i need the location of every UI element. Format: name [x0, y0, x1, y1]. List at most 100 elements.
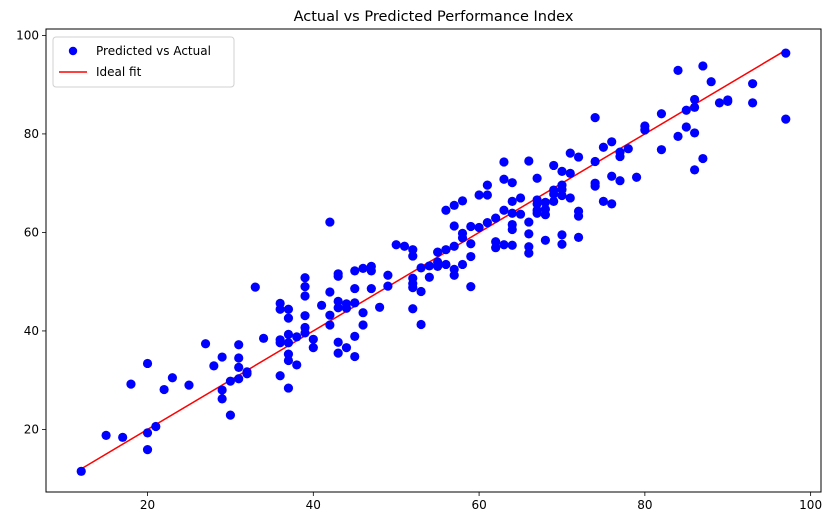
data-point	[317, 300, 327, 310]
data-point	[532, 199, 542, 209]
data-point	[358, 320, 368, 330]
data-point	[333, 296, 343, 306]
data-point	[408, 245, 418, 255]
data-point	[615, 176, 625, 186]
data-point	[292, 332, 302, 342]
data-point	[275, 338, 285, 348]
data-point	[698, 153, 708, 164]
data-point	[573, 211, 584, 221]
data-point	[234, 353, 244, 363]
data-point	[341, 343, 352, 353]
data-point	[590, 113, 600, 123]
data-point	[118, 432, 128, 442]
data-point	[391, 240, 401, 250]
data-point	[590, 181, 600, 191]
data-point	[540, 197, 550, 207]
data-point	[524, 156, 534, 166]
data-point	[499, 174, 509, 184]
data-point	[308, 343, 318, 353]
data-point	[350, 283, 360, 294]
x-axis: 20 40 60 80 100	[140, 492, 822, 512]
data-point	[225, 376, 236, 386]
data-point	[292, 360, 302, 370]
data-point	[441, 259, 451, 270]
data-point	[416, 286, 426, 297]
data-point	[607, 171, 617, 181]
data-point	[457, 196, 468, 206]
data-point	[325, 217, 335, 227]
plot-frame	[45, 28, 822, 493]
data-point	[399, 241, 410, 251]
data-point	[275, 371, 285, 381]
data-point	[557, 239, 567, 249]
data-point	[217, 385, 227, 395]
data-point	[333, 303, 343, 313]
data-point	[557, 190, 567, 201]
y-tick-label: 40	[24, 324, 39, 338]
data-point	[283, 349, 294, 359]
data-point	[350, 331, 360, 341]
legend-marker-scatter	[68, 46, 78, 56]
data-point	[549, 185, 559, 195]
data-point	[142, 358, 153, 369]
data-point	[325, 310, 335, 320]
chart-title: Actual vs Predicted Performance Index	[294, 9, 574, 25]
data-point	[283, 313, 294, 323]
data-point	[424, 272, 434, 282]
data-point	[350, 298, 360, 308]
legend-label-scatter: Predicted vs Actual	[96, 44, 211, 58]
data-point	[482, 180, 492, 190]
data-point	[325, 320, 335, 330]
data-point	[706, 77, 716, 87]
data-point	[524, 229, 534, 239]
data-point	[656, 145, 667, 155]
data-point	[573, 232, 584, 242]
data-point	[474, 222, 484, 233]
data-point	[283, 329, 294, 339]
data-point	[540, 235, 550, 245]
data-point	[515, 193, 526, 203]
data-point	[234, 340, 244, 350]
scatter-points	[76, 48, 791, 476]
data-point	[557, 166, 567, 176]
legend-label-line: Ideal fit	[96, 65, 142, 79]
data-point	[673, 131, 683, 141]
data-point	[283, 383, 294, 393]
data-point	[167, 373, 178, 383]
data-point	[565, 148, 575, 158]
data-point	[607, 199, 617, 209]
data-point	[217, 394, 227, 404]
data-point	[457, 259, 468, 270]
data-point	[433, 261, 443, 272]
data-point	[565, 193, 575, 203]
data-point	[524, 242, 534, 252]
data-point	[142, 428, 153, 438]
data-point	[673, 65, 683, 75]
data-point	[723, 96, 733, 107]
data-point	[449, 200, 459, 210]
data-point	[441, 205, 451, 215]
data-point	[607, 137, 617, 147]
x-tick-label: 100	[799, 498, 822, 512]
data-point	[408, 251, 418, 261]
data-point	[250, 282, 260, 292]
data-point	[366, 283, 376, 294]
data-point	[350, 266, 360, 276]
data-point	[491, 213, 501, 223]
data-point	[482, 190, 492, 200]
x-tick-label: 20	[140, 498, 155, 512]
data-point	[76, 466, 86, 476]
data-point	[681, 122, 691, 132]
data-point	[590, 156, 600, 167]
data-point	[300, 328, 310, 338]
data-point	[449, 241, 459, 251]
data-point	[234, 362, 244, 372]
data-point	[416, 263, 426, 273]
data-point	[466, 239, 476, 249]
legend-box	[52, 36, 235, 88]
data-point	[598, 196, 609, 206]
data-point	[333, 348, 343, 358]
data-point	[549, 160, 559, 171]
data-point	[598, 142, 609, 152]
